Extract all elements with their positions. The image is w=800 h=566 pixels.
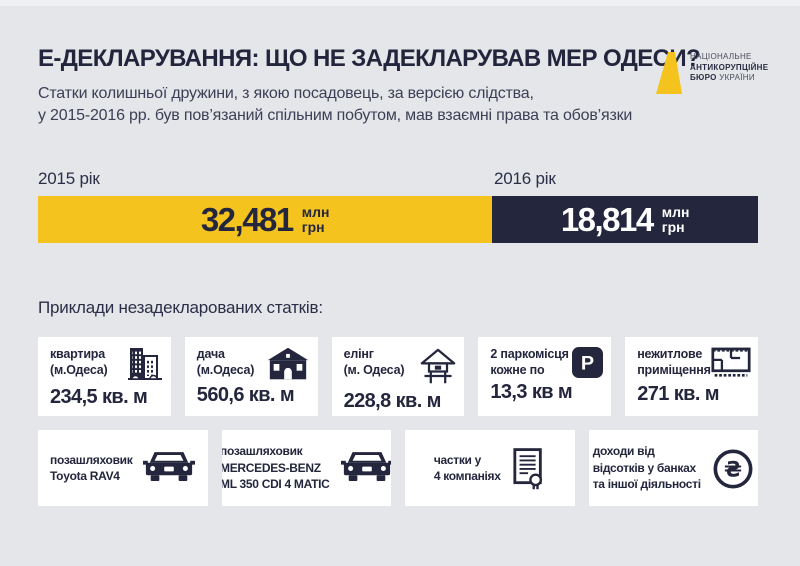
boathouse-icon	[420, 347, 456, 387]
card-apartment-label: квартира (м.Одеса)	[50, 347, 108, 377]
examples-heading: Приклади незадекларованих статків:	[38, 298, 323, 317]
nabu-logo-icon	[656, 52, 682, 94]
card-mercedes: позашляховик MERCEDES-BENZ ML 350 CDI 4 …	[221, 430, 391, 506]
suv-icon	[340, 450, 391, 487]
card-boathouse-value: 228,8 кв. м	[343, 390, 442, 412]
bar-2016: 18,814 млн грн	[492, 196, 758, 243]
asset-cards-row-2: позашляховик Toyota RAV4	[38, 430, 758, 506]
card-bank-income-label: доходи від відсотків у банках та іншої д…	[592, 444, 701, 492]
card-parking-value: 13,3 кв м	[490, 381, 573, 403]
svg-text:P: P	[581, 352, 594, 374]
page-title: Е-ДЕКЛАРУВАННЯ: ЩО НЕ ЗАДЕКЛАРУВАВ МЕР О…	[38, 45, 701, 72]
card-nonresidential-label: нежитлове приміщення	[637, 347, 711, 377]
top-strip	[0, 0, 800, 6]
logo-line-2: АНТИКОРУПЦІЙНЕ	[690, 62, 769, 72]
bar-2016-value: 18,814	[560, 201, 654, 238]
bar-2015-value: 32,481	[200, 201, 294, 238]
card-dacha-value: 560,6 кв. м	[196, 384, 295, 406]
card-parking: 2 паркомісця кожне по P 13,3 кв м	[478, 337, 612, 416]
hryvnia-coin-icon: ₴	[712, 448, 754, 490]
logo-line-3-rest: УКРАЇНИ	[719, 73, 755, 82]
card-dacha-label: дача (м.Одеса)	[196, 347, 255, 377]
floorplan-icon	[711, 347, 751, 380]
subtitle-line-2: у 2015-2016 рр. був пов’язаний спільним …	[38, 107, 633, 124]
year-comparison-bars: 32,481 млн грн 18,814 млн грн	[38, 196, 758, 243]
card-apartment-value: 234,5 кв. м	[50, 386, 148, 408]
certificate-icon	[512, 447, 546, 490]
building-icon	[127, 347, 163, 383]
card-boathouse: елінг (м. Одеса) 228,8 кв. м	[331, 337, 465, 416]
card-nonresidential: нежитлове приміщення 271 кв. м	[625, 337, 758, 416]
card-bank-income: доходи від відсотків у банках та іншої д…	[588, 430, 758, 506]
parking-icon: P	[572, 347, 604, 378]
subtitle-line-1: Статки колишньої дружини, з якою посадов…	[38, 85, 534, 102]
page-subtitle: Статки колишньої дружини, з якою посадов…	[38, 83, 678, 127]
nabu-logo: НАЦІОНАЛЬНЕ АНТИКОРУПЦІЙНЕ БЮРО УКРАЇНИ	[656, 52, 768, 94]
card-nonresidential-value: 271 кв. м	[637, 383, 719, 405]
card-toyota-label: позашляховик Toyota RAV4	[50, 452, 133, 484]
nabu-logo-text: НАЦІОНАЛЬНЕ АНТИКОРУПЦІЙНЕ БЮРО УКРАЇНИ	[690, 52, 768, 84]
asset-cards-row-1: квартира (м.Одеса)	[38, 337, 758, 416]
card-dacha: дача (м.Одеса) 560,6 кв. м	[184, 337, 318, 416]
card-boathouse-label: елінг (м. Одеса)	[343, 347, 405, 377]
card-toyota: позашляховик Toyota RAV4	[38, 430, 208, 506]
house-icon	[266, 347, 310, 381]
card-company-shares: частки у 4 компаніях	[405, 430, 575, 506]
bar-2016-unit: млн грн	[661, 203, 690, 235]
svg-text:₴: ₴	[724, 457, 742, 481]
card-parking-label: 2 паркомісця кожне по	[490, 347, 569, 377]
card-company-shares-label: частки у 4 компаніях	[433, 452, 501, 484]
bar-2015-unit: млн грн	[301, 203, 330, 235]
bar-label-2016: 2016 рік	[494, 169, 556, 188]
bar-2015: 32,481 млн грн	[38, 196, 493, 243]
suv-icon	[143, 450, 196, 487]
logo-line-3-bold: БЮРО	[690, 73, 717, 82]
bar-label-2015: 2015 рік	[38, 169, 100, 188]
card-mercedes-label: позашляховик MERCEDES-BENZ ML 350 CDI 4 …	[221, 444, 330, 492]
card-apartment: квартира (м.Одеса)	[38, 337, 171, 416]
logo-line-1: НАЦІОНАЛЬНЕ	[690, 52, 752, 61]
